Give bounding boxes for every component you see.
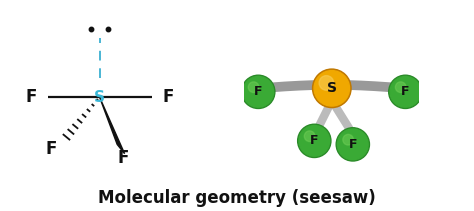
- Text: F: F: [254, 85, 263, 98]
- Polygon shape: [100, 97, 125, 154]
- Circle shape: [336, 128, 369, 161]
- Text: F: F: [163, 88, 174, 106]
- Circle shape: [248, 82, 259, 92]
- Text: Molecular geometry (seesaw): Molecular geometry (seesaw): [98, 189, 376, 207]
- Circle shape: [395, 82, 406, 92]
- Circle shape: [343, 134, 354, 145]
- Text: F: F: [46, 140, 57, 158]
- Circle shape: [243, 77, 273, 107]
- Text: F: F: [25, 88, 36, 106]
- Circle shape: [312, 69, 351, 108]
- Text: F: F: [310, 134, 319, 147]
- Text: F: F: [348, 138, 357, 151]
- Circle shape: [337, 129, 368, 160]
- Text: F: F: [401, 85, 410, 98]
- Circle shape: [298, 124, 331, 157]
- Text: S: S: [327, 81, 337, 95]
- Text: S: S: [94, 89, 105, 105]
- Circle shape: [314, 71, 349, 106]
- Circle shape: [319, 76, 334, 90]
- Text: F: F: [118, 149, 129, 167]
- Circle shape: [304, 131, 315, 142]
- Circle shape: [299, 126, 329, 156]
- Circle shape: [390, 77, 420, 107]
- Circle shape: [242, 75, 275, 108]
- Circle shape: [389, 75, 422, 108]
